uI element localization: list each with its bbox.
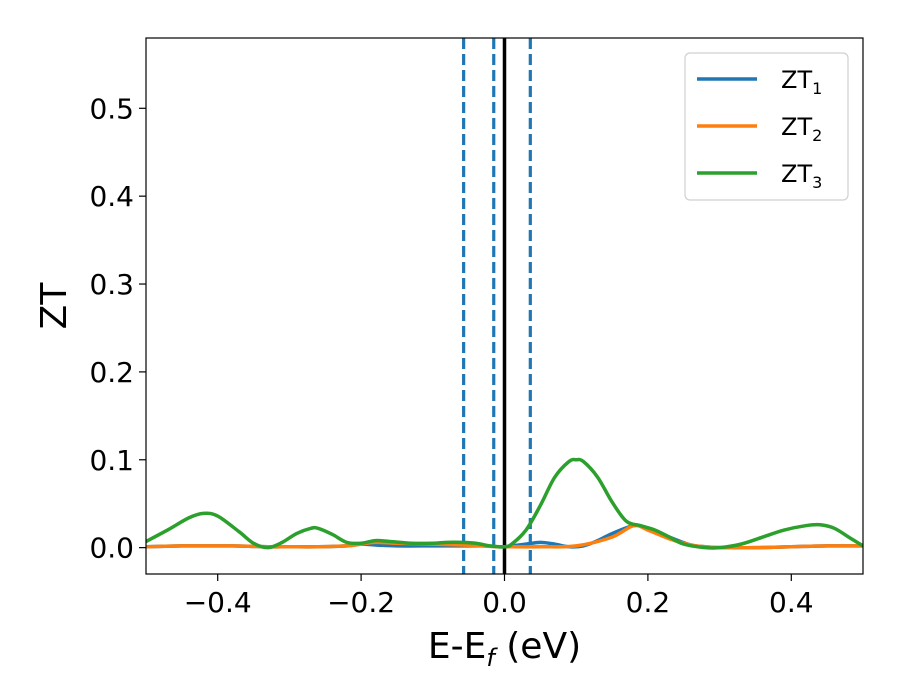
- x-tick-label: −0.4: [184, 586, 252, 619]
- y-tick-label: 0.3: [89, 268, 134, 301]
- series-line-zt3: [146, 457, 863, 550]
- x-axis-title-unit: (eV): [495, 626, 581, 667]
- legend-label-zt3: ZT3: [781, 160, 822, 192]
- legend-label-zt1: ZT1: [781, 66, 822, 98]
- x-tick-label: 0.2: [626, 586, 671, 619]
- y-axis-title: ZT: [34, 282, 75, 330]
- series-layer: [146, 457, 863, 550]
- legend-box: [684, 52, 849, 201]
- y-tick-label: 0.4: [89, 180, 134, 213]
- y-tick-label: 0.5: [89, 92, 134, 125]
- x-axis-title: E-Ef (eV): [428, 626, 581, 672]
- x-tick-label: 0.0: [482, 586, 527, 619]
- legend-label-zt2: ZT2: [781, 113, 822, 145]
- reference-lines: [462, 38, 532, 574]
- x-tick-label: 0.4: [769, 586, 814, 619]
- y-tick-label: 0.0: [89, 532, 134, 565]
- y-axis: 0.0 0.1 0.2 0.3 0.4 0.5: [89, 92, 146, 565]
- x-axis: −0.4 −0.2 0.0 0.2 0.4: [184, 574, 814, 619]
- legend: ZT1 ZT2 ZT3: [684, 52, 849, 201]
- y-tick-label: 0.1: [89, 444, 134, 477]
- x-tick-label: −0.2: [327, 586, 395, 619]
- x-axis-title-main: E-E: [428, 626, 486, 667]
- y-tick-label: 0.2: [89, 356, 134, 389]
